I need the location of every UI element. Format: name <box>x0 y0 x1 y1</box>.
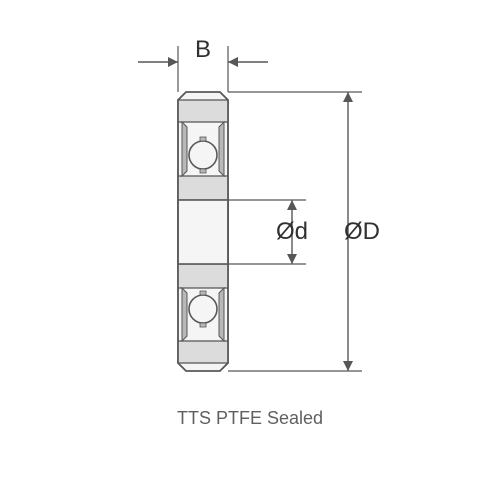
diagram-caption: TTS PTFE Sealed <box>177 408 323 429</box>
outer-diameter-label: ØD <box>344 218 380 246</box>
width-label: B <box>195 36 211 64</box>
inner-diameter-label: Ød <box>276 218 308 246</box>
